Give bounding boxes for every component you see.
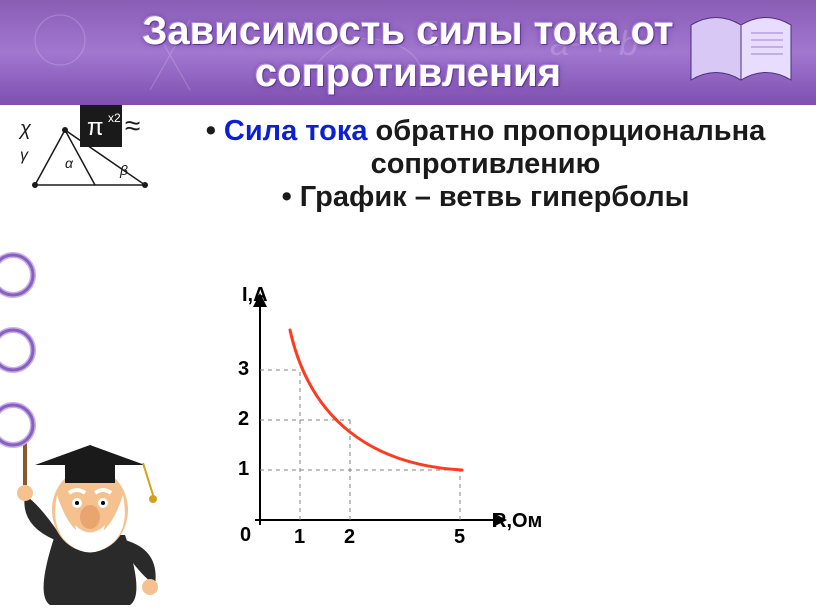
binder-ring-icon xyxy=(0,325,38,375)
y-tick: 1 xyxy=(238,458,249,481)
x-tick: 5 xyxy=(454,526,465,549)
bullet-1-highlight: Сила тока xyxy=(224,115,368,147)
svg-text:π: π xyxy=(87,114,104,141)
y-tick: 3 xyxy=(238,358,249,381)
origin-label: 0 xyxy=(240,524,251,547)
bullet-1: Сила тока обратно пропорциональна сопрот… xyxy=(175,115,796,181)
bullet-1-rest: обратно пропорциональна сопротивлению xyxy=(367,115,765,180)
x-tick: 2 xyxy=(344,526,355,549)
y-tick: 2 xyxy=(238,408,249,431)
professor-icon xyxy=(17,440,158,605)
binder-ring-icon xyxy=(0,250,38,300)
chart: I,A R,Ом 0 123125 xyxy=(200,290,530,590)
bullet-2: График – ветвь гиперболы xyxy=(175,181,796,214)
y-axis-label: I,A xyxy=(242,284,268,307)
svg-text:χ: χ xyxy=(18,118,32,140)
svg-text:α: α xyxy=(65,155,74,171)
binder-ring-icon xyxy=(0,400,38,450)
x-axis-label: R,Ом xyxy=(492,510,542,533)
svg-text:≈: ≈ xyxy=(125,110,140,141)
slide-title: Зависимость силы тока от сопротивления xyxy=(0,10,816,94)
svg-text:x2: x2 xyxy=(108,111,121,125)
x-tick: 1 xyxy=(294,526,305,549)
svg-text:γ: γ xyxy=(20,147,29,164)
content-area: Сила тока обратно пропорциональна сопрот… xyxy=(175,115,796,214)
bullet-list: Сила тока обратно пропорциональна сопрот… xyxy=(175,115,796,214)
